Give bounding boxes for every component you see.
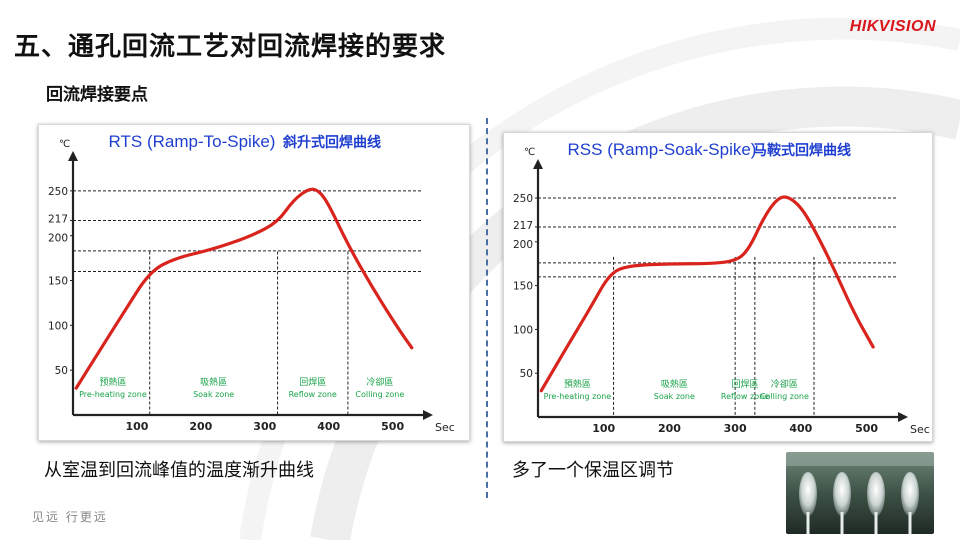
y-tick-label: 217 xyxy=(513,220,533,232)
rss-chart: RSS (Ramp-Soak-Spike)马鞍式回焊曲线 ℃ Sec 50 100 150… xyxy=(513,140,930,436)
hikvision-logo: HIKVISION xyxy=(850,18,936,36)
logo-hik: HIK xyxy=(849,18,879,35)
caption-left: 从室温到回流峰值的温度渐升曲线 xyxy=(44,460,314,481)
x-tick-label: 100 xyxy=(592,422,615,435)
zone-label-en: Pre-heating zone xyxy=(79,390,147,399)
logo-vision: VISION xyxy=(878,18,936,35)
temperature-curve xyxy=(74,187,414,390)
y-tick-label: 100 xyxy=(48,320,68,332)
column-divider xyxy=(486,118,488,498)
x-axis-arrow xyxy=(898,412,908,422)
chart-title-cn: 马鞍式回焊曲线 xyxy=(753,142,851,159)
zone-label-cn: 吸熱區 xyxy=(661,378,688,390)
zone-label-cn: 回焊區 xyxy=(299,376,326,388)
chart-title: RSS (Ramp-Soak-Spike) xyxy=(568,140,757,159)
zone-label-cn: 冷卻區 xyxy=(771,378,798,390)
rss-chart-card: RSS (Ramp-Soak-Spike) 马鞍式回焊曲线 ℃ Sec 50 100 150… xyxy=(503,132,933,442)
zone-label-cn: 冷卻區 xyxy=(366,376,393,388)
y-tick-label: 217 xyxy=(48,213,68,225)
y-tick-label: 250 xyxy=(513,193,533,205)
x-tick-label: 300 xyxy=(724,422,747,435)
y-tick-label: 150 xyxy=(48,276,68,288)
caption-right: 多了一个保温区调节 xyxy=(512,460,674,481)
x-tick-label: 300 xyxy=(253,420,276,433)
zone-label-cn: 回焊區 xyxy=(731,378,758,390)
chart-title-cn: 斜升式回焊曲线 xyxy=(282,134,381,151)
zone-label-en: Soak zone xyxy=(654,392,695,401)
zone-label-en: Pre-heating zone xyxy=(544,392,612,401)
y-tick-label: 200 xyxy=(513,239,533,251)
zone-label-en: Soak zone xyxy=(193,390,234,399)
y-tick-label: 50 xyxy=(55,365,68,377)
zone-label-en: Reflow zone xyxy=(721,392,769,401)
solder-joint-photo xyxy=(786,452,934,534)
zone-label-cn: 預熱區 xyxy=(564,378,591,390)
x-tick-label: 500 xyxy=(855,422,878,435)
y-tick-label: 250 xyxy=(48,186,68,198)
zone-label-en: Colling zone xyxy=(355,390,404,399)
temperature-curve xyxy=(539,195,875,393)
y-tick-label: 100 xyxy=(513,324,533,336)
x-axis-label: Sec xyxy=(435,421,455,434)
rts-chart-card: RTS (Ramp-To-Spike) 斜升式回焊曲线 ℃ Sec 50 100 150 20… xyxy=(38,124,470,441)
zone-label-cn: 吸熱區 xyxy=(200,376,227,388)
x-axis-arrow xyxy=(423,410,433,420)
zone-label-cn: 预熱區 xyxy=(99,376,126,388)
y-axis-arrow xyxy=(68,151,78,161)
x-tick-label: 400 xyxy=(789,422,812,435)
section-subtitle: 回流焊接要点 xyxy=(46,85,148,105)
zone-label-en: Reflow zone xyxy=(289,390,337,399)
rts-chart: RTS (Ramp-To-Spike) 斜升式回焊曲线 ℃ Sec 50 100 150 20… xyxy=(48,132,455,434)
footer-slogan: 见远 行更远 xyxy=(32,510,108,524)
x-tick-label: 400 xyxy=(317,420,340,433)
x-tick-label: 100 xyxy=(125,420,148,433)
zone-label-en: Colling zone xyxy=(760,392,809,401)
y-axis-label: ℃ xyxy=(524,147,535,158)
y-tick-label: 200 xyxy=(48,233,68,245)
y-axis-arrow xyxy=(533,159,543,169)
x-tick-label: 500 xyxy=(381,420,404,433)
y-tick-label: 50 xyxy=(520,368,533,380)
slide-title: 五、通孔回流工艺对回流焊接的要求 xyxy=(14,32,447,62)
y-tick-label: 150 xyxy=(513,281,533,293)
x-tick-label: 200 xyxy=(189,420,212,433)
x-axis-label: Sec xyxy=(910,423,930,436)
y-axis-label: ℃ xyxy=(59,139,70,150)
x-tick-label: 200 xyxy=(658,422,681,435)
chart-title: RTS (Ramp-To-Spike) xyxy=(109,132,276,151)
